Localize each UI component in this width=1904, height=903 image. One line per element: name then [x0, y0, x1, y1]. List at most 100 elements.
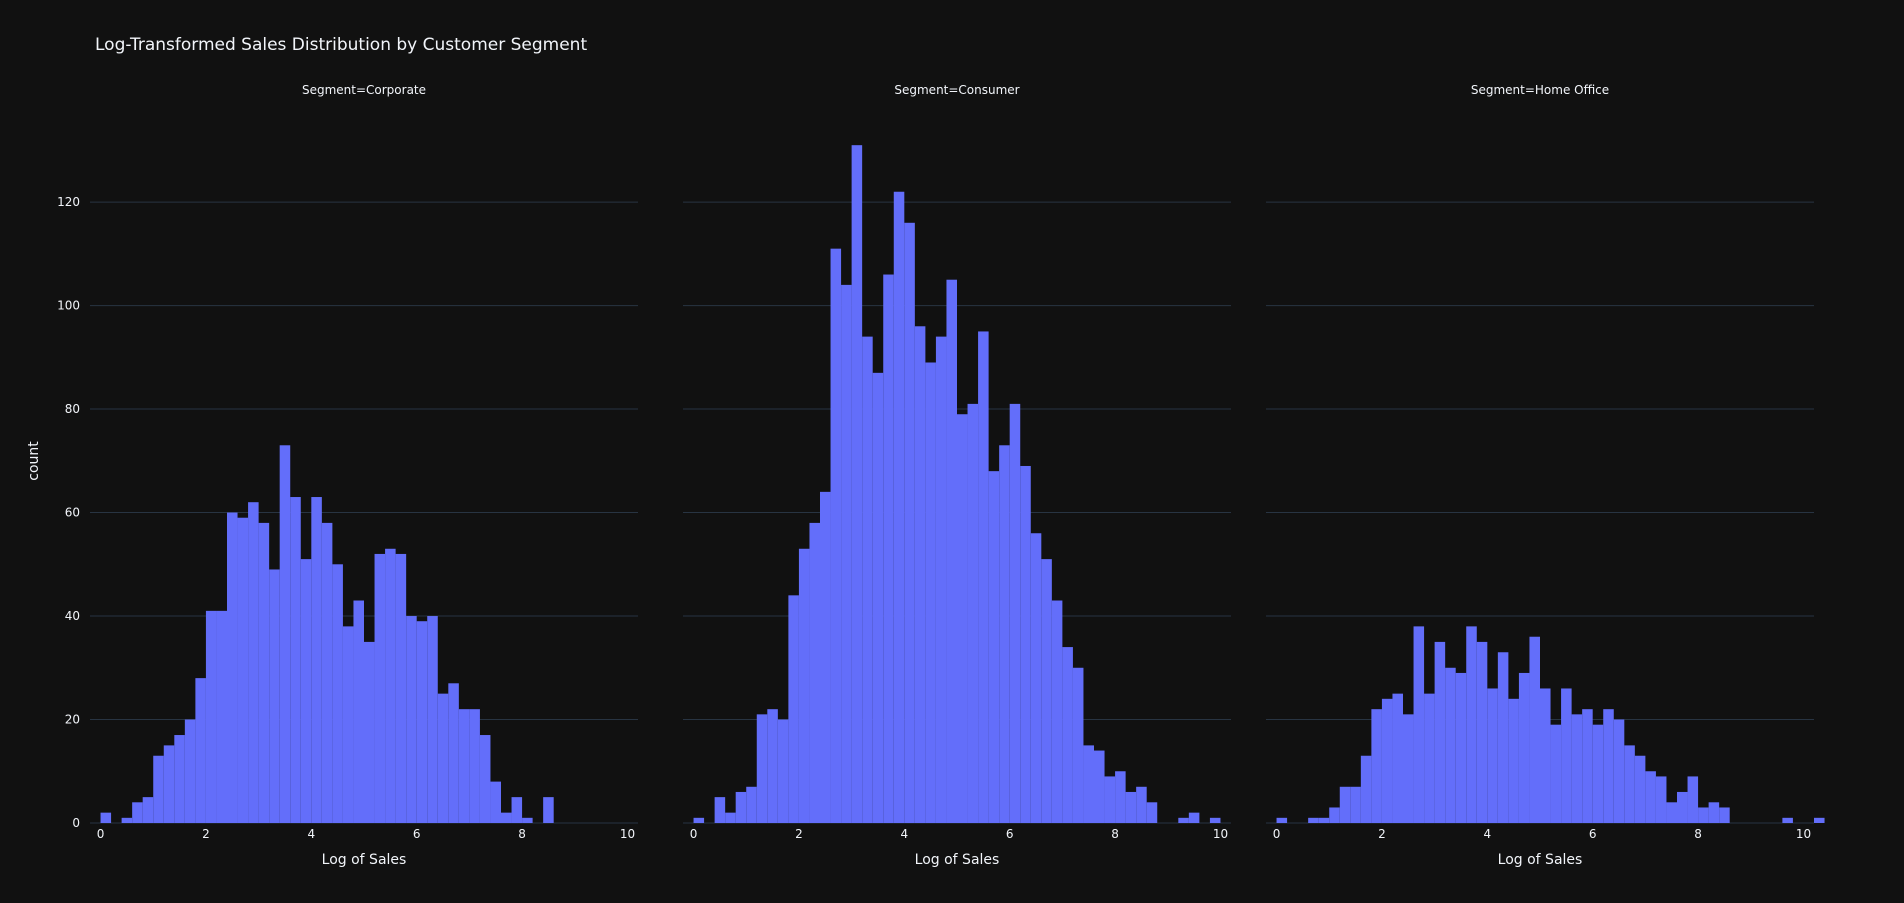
histogram-bar — [1571, 714, 1583, 823]
y-axis-label: count — [26, 441, 42, 481]
histogram-bar — [1603, 709, 1614, 823]
histogram-bar — [353, 600, 364, 823]
histogram-bar — [321, 522, 333, 823]
histogram-bar — [1062, 647, 1073, 823]
histogram-bar — [132, 802, 143, 823]
histogram-bar — [279, 445, 291, 823]
histogram-bar — [809, 522, 820, 823]
histogram-bar — [1529, 636, 1540, 823]
histogram-bar — [1009, 403, 1021, 823]
histogram-bar — [1413, 626, 1425, 823]
x-axis-label: Log of Sales — [322, 852, 407, 868]
histogram-bar — [788, 595, 799, 823]
histogram-bar — [1508, 698, 1519, 823]
histogram-bar — [1634, 755, 1646, 823]
histogram-bar — [693, 817, 705, 823]
histogram-bar — [851, 145, 863, 823]
histogram-bar — [1030, 533, 1042, 823]
histogram-bar — [479, 735, 491, 823]
histogram-bar — [756, 714, 768, 823]
histogram-bar — [1072, 667, 1084, 823]
histogram-bar — [174, 735, 185, 823]
x-axis-label: Log of Sales — [915, 852, 1000, 868]
x-tick-label: 6 — [413, 827, 421, 841]
histogram-bar — [1540, 688, 1551, 823]
histogram-bar — [448, 683, 459, 823]
histogram-bar — [332, 564, 343, 823]
histogram-bar — [216, 610, 227, 823]
x-tick-label: 0 — [97, 827, 105, 841]
histogram-bar — [714, 797, 726, 823]
histogram-bar — [458, 709, 470, 823]
x-tick-label: 10 — [1213, 827, 1228, 841]
histogram-bar — [1308, 817, 1319, 823]
histogram-bar — [342, 626, 354, 823]
x-tick-label: 10 — [620, 827, 635, 841]
histogram-bar — [1125, 791, 1137, 823]
histogram-bar — [1339, 786, 1351, 823]
x-tick-label: 0 — [1273, 827, 1281, 841]
y-tick-label: 0 — [72, 816, 80, 830]
histogram-bar — [163, 745, 175, 823]
histogram-bar — [1136, 786, 1147, 823]
histogram-bar — [543, 797, 554, 823]
histogram-bar — [999, 445, 1010, 823]
histogram-bar — [862, 336, 873, 823]
histogram-bar — [153, 755, 164, 823]
histogram-bar — [1561, 688, 1572, 823]
histogram-bar — [1814, 817, 1825, 823]
chart-title: Log-Transformed Sales Distribution by Cu… — [95, 35, 587, 55]
x-tick-label: 8 — [1694, 827, 1702, 841]
histogram-bar — [1666, 802, 1677, 823]
facet-panel-3: Segment=Home Office 0 2 4 6 8 10 Log of Sales — [1266, 83, 1825, 868]
histogram-bar — [311, 497, 322, 823]
histogram-bar — [1371, 709, 1382, 823]
histogram-bar — [841, 284, 852, 823]
histogram-bar — [914, 326, 926, 823]
histogram-bar — [767, 709, 778, 823]
histogram-bar — [195, 678, 206, 823]
histogram-bar — [1051, 600, 1063, 823]
histogram-bar — [1094, 750, 1105, 823]
histogram-bar — [100, 812, 112, 823]
histogram-bar — [469, 709, 480, 823]
histogram-bar — [1115, 771, 1126, 823]
histogram-bar — [522, 817, 533, 823]
histogram-bar — [725, 812, 736, 823]
y-tick-label: 20 — [65, 713, 80, 727]
histogram-bar — [1318, 817, 1330, 823]
histogram-bar — [1550, 724, 1562, 823]
y-tick-label: 80 — [65, 402, 80, 416]
histogram-bar — [406, 616, 417, 823]
y-tick-label: 100 — [57, 299, 80, 313]
histogram-bar — [904, 222, 915, 824]
histogram-bar — [1782, 817, 1793, 823]
histogram-bar — [925, 362, 936, 823]
histogram-bar — [935, 336, 947, 823]
histogram-bar — [290, 497, 301, 823]
histogram-bar — [258, 522, 270, 823]
histogram-bar — [1582, 709, 1593, 823]
histogram-bar — [1403, 714, 1414, 823]
histogram-bar — [427, 616, 438, 823]
histogram-bar — [967, 403, 979, 823]
y-tick-label: 120 — [57, 195, 80, 209]
y-tick-label: 40 — [65, 609, 80, 623]
histogram-bar — [735, 791, 747, 823]
histogram-bar — [490, 781, 501, 823]
histogram-bar — [1687, 776, 1699, 823]
histogram-bar — [777, 719, 789, 823]
x-tick-label: 2 — [795, 827, 803, 841]
histogram-bar — [1424, 693, 1435, 823]
histogram-bar — [1276, 817, 1288, 823]
x-tick-label: 2 — [1378, 827, 1386, 841]
histogram-bar — [1434, 641, 1446, 823]
histogram-bar — [798, 548, 810, 823]
histogram-bar — [1209, 817, 1221, 823]
x-tick-label: 4 — [900, 827, 908, 841]
y-tick-label: 60 — [65, 506, 80, 520]
histogram-bar — [1020, 465, 1031, 823]
histogram-bar — [1592, 724, 1604, 823]
